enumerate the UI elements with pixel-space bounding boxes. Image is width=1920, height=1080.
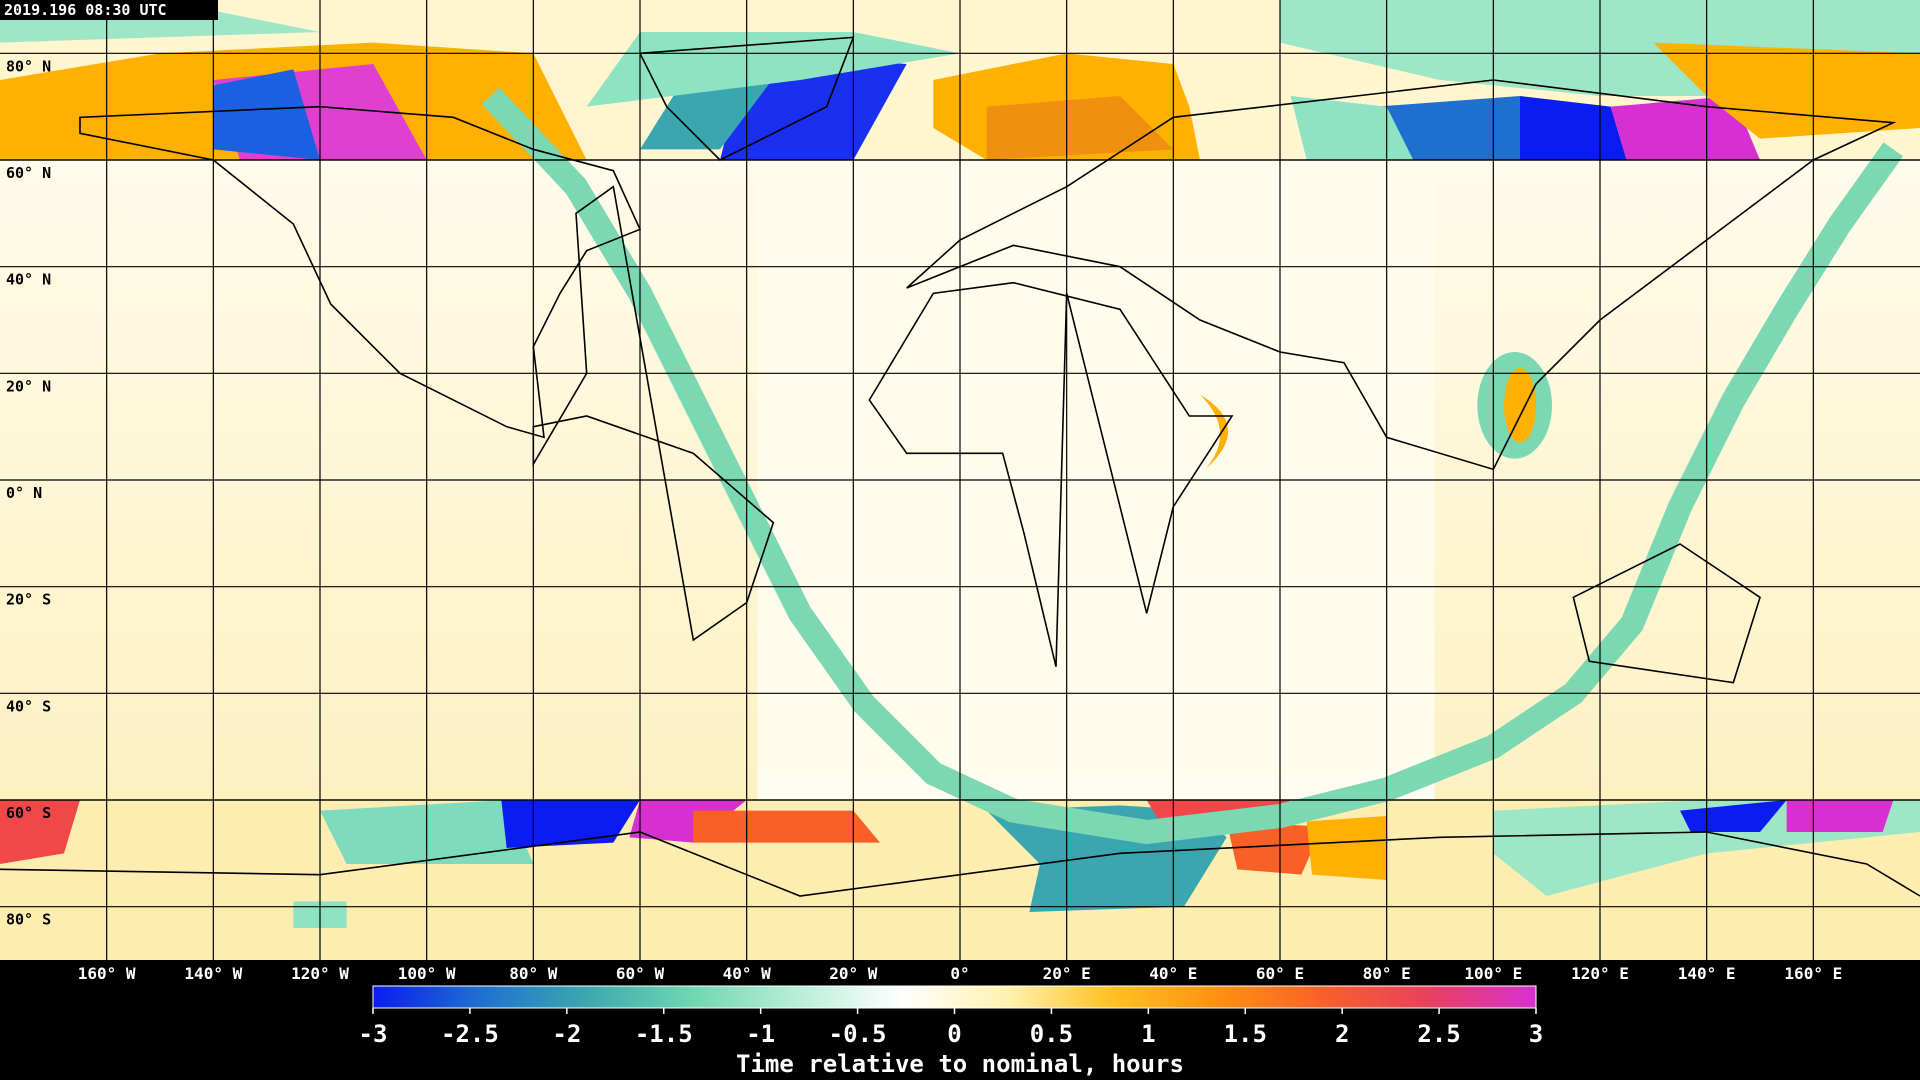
swath xyxy=(986,96,1174,160)
lat-label: 40° S xyxy=(6,697,51,715)
timestamp: 2019.196 08:30 UTC xyxy=(4,1,167,19)
swath xyxy=(1504,368,1536,443)
lon-label: 80° E xyxy=(1363,964,1411,983)
colorbar-tick-label: -2.5 xyxy=(441,1020,499,1048)
swath xyxy=(693,810,880,843)
colorbar-tick-label: 2.5 xyxy=(1417,1020,1460,1048)
lat-label: 60° S xyxy=(6,804,51,822)
lat-label: 60° N xyxy=(6,164,51,182)
colorbar xyxy=(372,985,1537,1009)
lon-label: 100° E xyxy=(1464,964,1522,983)
colorbar-tick-label: -1 xyxy=(746,1020,775,1048)
lon-label: 140° E xyxy=(1678,964,1736,983)
lon-label: 120° E xyxy=(1571,964,1629,983)
swath xyxy=(213,69,320,160)
lon-label: 160° E xyxy=(1784,964,1842,983)
lat-label: 80° S xyxy=(6,911,51,929)
colorbar-tick-label: 2 xyxy=(1335,1020,1349,1048)
lon-label: 120° W xyxy=(291,964,349,983)
swath xyxy=(1786,800,1894,832)
colorbar-tick-label: 3 xyxy=(1529,1020,1543,1048)
swath xyxy=(0,800,80,864)
swath xyxy=(1610,96,1760,160)
lon-label: 40° E xyxy=(1149,964,1197,983)
colorbar-tick-label: -0.5 xyxy=(829,1020,887,1048)
lat-label: 80° N xyxy=(6,57,51,75)
lon-label: 160° W xyxy=(78,964,136,983)
colorbar-tick-label: -3 xyxy=(359,1020,388,1048)
lon-label: 60° W xyxy=(616,964,665,983)
colorbar-tick-label: 1.5 xyxy=(1224,1020,1267,1048)
colorbar-tick-label: 1 xyxy=(1141,1020,1155,1048)
lon-label: 140° W xyxy=(184,964,242,983)
lon-label: 20° W xyxy=(829,964,878,983)
lon-label: 60° E xyxy=(1256,964,1304,983)
lon-label: 100° W xyxy=(398,964,456,983)
lat-label: 40° N xyxy=(6,271,51,289)
graticule: 80° N 60° N 40° N 20° N 0° N 20° S 40° S 60° S 8… xyxy=(0,52,1920,929)
colorbar-tick-label: -2 xyxy=(552,1020,581,1048)
colorbar-tick-label: 0.5 xyxy=(1030,1020,1073,1048)
colorbar-tick-label: -1.5 xyxy=(635,1020,693,1048)
lat-label: 20° N xyxy=(6,377,51,395)
timestamp-box xyxy=(0,0,218,20)
colorbar-tick-label: 0 xyxy=(947,1020,961,1048)
lon-label: 40° W xyxy=(723,964,772,983)
lon-label: 20° E xyxy=(1043,964,1091,983)
swath xyxy=(1306,816,1387,880)
lon-label: 0° xyxy=(950,964,969,983)
lat-label: 0° N xyxy=(6,484,42,502)
swath xyxy=(1226,821,1323,875)
lat-label: 20° S xyxy=(6,591,51,609)
ground-track xyxy=(481,87,1904,845)
swath xyxy=(1290,96,1414,160)
lon-label: 80° W xyxy=(509,964,558,983)
swath xyxy=(1200,394,1229,470)
swath xyxy=(1376,96,1520,160)
colorbar-label: Time relative to nominal, hours xyxy=(736,1050,1184,1078)
swath xyxy=(1653,42,1920,139)
